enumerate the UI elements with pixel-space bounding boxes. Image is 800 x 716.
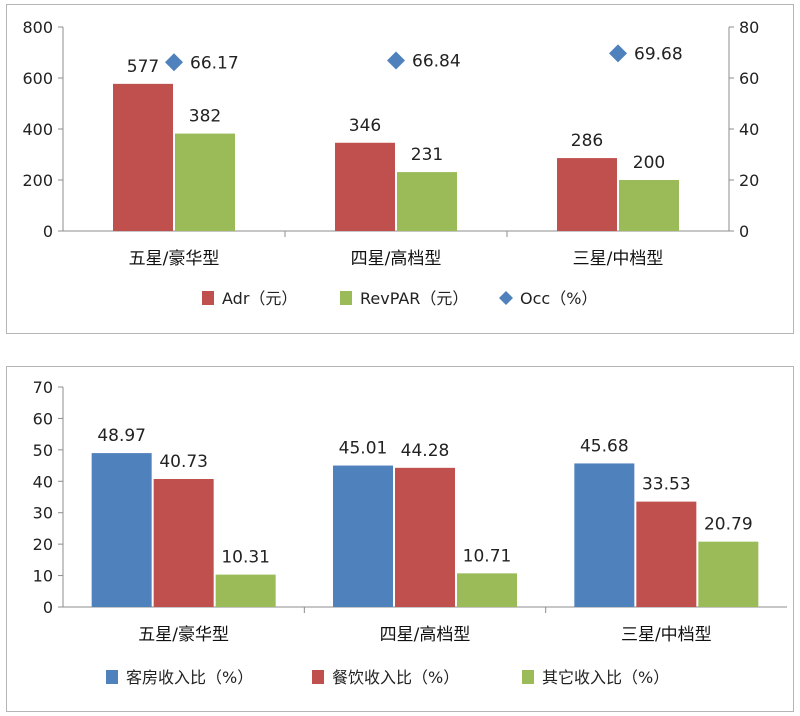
bar-2 <box>619 180 679 231</box>
legend-label: Occ（%） <box>520 289 597 308</box>
legend-marker <box>499 291 513 305</box>
occ-marker <box>165 53 183 72</box>
data-label: 20.79 <box>704 515 753 535</box>
x-category-label: 五星/豪华型 <box>138 624 229 645</box>
data-label: 45.01 <box>339 439 388 459</box>
y2-tick-label: 20 <box>739 171 759 190</box>
occ-marker <box>609 44 627 63</box>
data-label: 346 <box>349 116 381 136</box>
chart-top-svg: 0 200 400 600 800 0 20 40 60 80 五星/豪华型 577 382 66.17 四… <box>22 18 759 308</box>
revenue-share-chart: 0 10 20 30 40 50 60 70 五星/豪华型 48.97 40.73 10.31 四星/高… <box>6 366 794 712</box>
data-label: 33.53 <box>642 475 691 495</box>
bar-3 <box>698 541 759 607</box>
data-label: 10.31 <box>221 548 270 568</box>
bar-2 <box>636 501 697 607</box>
data-label: 286 <box>571 131 603 151</box>
y2-tick-label: 40 <box>739 120 759 139</box>
bar-2 <box>397 172 457 231</box>
y-tick-label: 20 <box>33 535 53 554</box>
legend-label: Adr（元） <box>222 289 297 308</box>
y-tick-label: 600 <box>22 69 53 88</box>
y-tick-label: 60 <box>33 409 53 428</box>
legend-swatch <box>202 291 214 305</box>
y-tick-label: 0 <box>43 222 53 241</box>
data-label: 382 <box>189 107 221 127</box>
legend-swatch <box>312 670 324 684</box>
data-label: 66.84 <box>412 52 461 72</box>
x-category-label: 三星/中档型 <box>573 249 664 269</box>
bar-1 <box>557 158 617 231</box>
bar-3 <box>457 573 517 607</box>
x-category-label: 四星/高档型 <box>380 625 471 645</box>
bar-2 <box>175 133 235 231</box>
legend-swatch <box>340 291 352 305</box>
occ-marker <box>387 51 405 70</box>
legend-label: 客房收入比（%） <box>126 668 253 687</box>
data-label: 231 <box>411 145 443 165</box>
y-tick-label: 400 <box>22 120 53 139</box>
bar-1 <box>335 142 395 231</box>
hotel-adr-revpar-occ-chart: 0 200 400 600 800 0 20 40 60 80 五星/豪华型 577 382 66.17 四… <box>6 4 794 334</box>
data-label: 48.97 <box>97 426 146 446</box>
data-label: 10.71 <box>463 546 512 566</box>
y-tick-label: 200 <box>22 171 53 190</box>
bar-2 <box>153 478 214 607</box>
y-tick-label: 10 <box>33 567 53 586</box>
legend-swatch <box>522 670 534 684</box>
bar-3 <box>215 574 276 607</box>
bar-1 <box>333 465 393 607</box>
data-label: 45.68 <box>580 436 629 456</box>
bar-2 <box>395 467 455 607</box>
chart-bottom-svg: 0 10 20 30 40 50 60 70 五星/豪华型 48.97 40.73 10.31 四星/高… <box>33 378 787 687</box>
data-label: 44.28 <box>401 441 450 461</box>
x-category-label: 四星/高档型 <box>351 249 442 269</box>
y-tick-label: 40 <box>33 472 53 491</box>
y2-tick-label: 0 <box>739 222 749 241</box>
legend-label: 其它收入比（%） <box>542 668 669 687</box>
bar-1 <box>574 463 635 607</box>
y-tick-label: 30 <box>33 504 53 523</box>
x-category-label: 三星/中档型 <box>621 625 712 645</box>
y-tick-label: 0 <box>43 598 53 617</box>
y2-tick-label: 60 <box>739 69 759 88</box>
bar-1 <box>91 453 152 607</box>
y2-tick-label: 80 <box>739 18 759 37</box>
legend-label: RevPAR（元） <box>360 289 468 308</box>
legend-label: 餐饮收入比（%） <box>332 668 459 687</box>
data-label: 577 <box>127 57 159 77</box>
y-tick-label: 50 <box>33 441 53 460</box>
data-label: 69.68 <box>634 44 683 64</box>
y-tick-label: 70 <box>33 378 53 397</box>
legend-swatch <box>106 670 118 684</box>
y-tick-label: 800 <box>22 18 53 37</box>
bar-1 <box>113 83 173 232</box>
x-category-label: 五星/豪华型 <box>129 248 220 269</box>
data-label: 66.17 <box>190 53 239 73</box>
data-label: 40.73 <box>159 452 208 472</box>
data-label: 200 <box>633 153 665 173</box>
